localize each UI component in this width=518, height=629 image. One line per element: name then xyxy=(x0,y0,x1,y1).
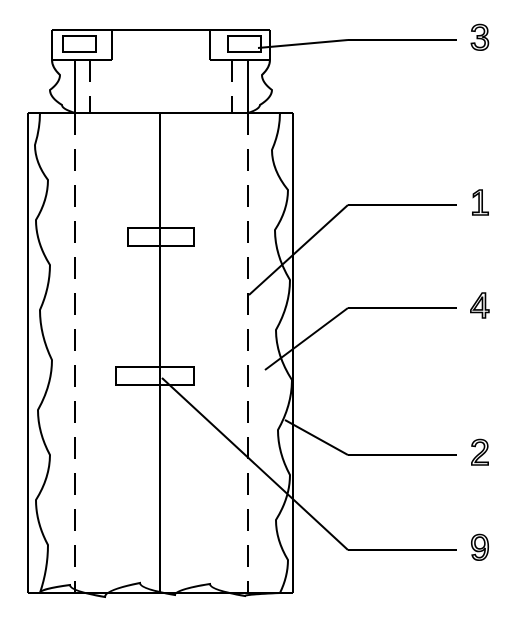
label-1: 1 xyxy=(470,182,490,223)
label-4: 4 xyxy=(470,285,490,326)
label-2: 2 xyxy=(470,432,490,473)
label-3: 3 xyxy=(470,17,490,58)
technical-diagram: 3 1 4 2 9 xyxy=(0,0,518,629)
label-9: 9 xyxy=(470,527,490,568)
